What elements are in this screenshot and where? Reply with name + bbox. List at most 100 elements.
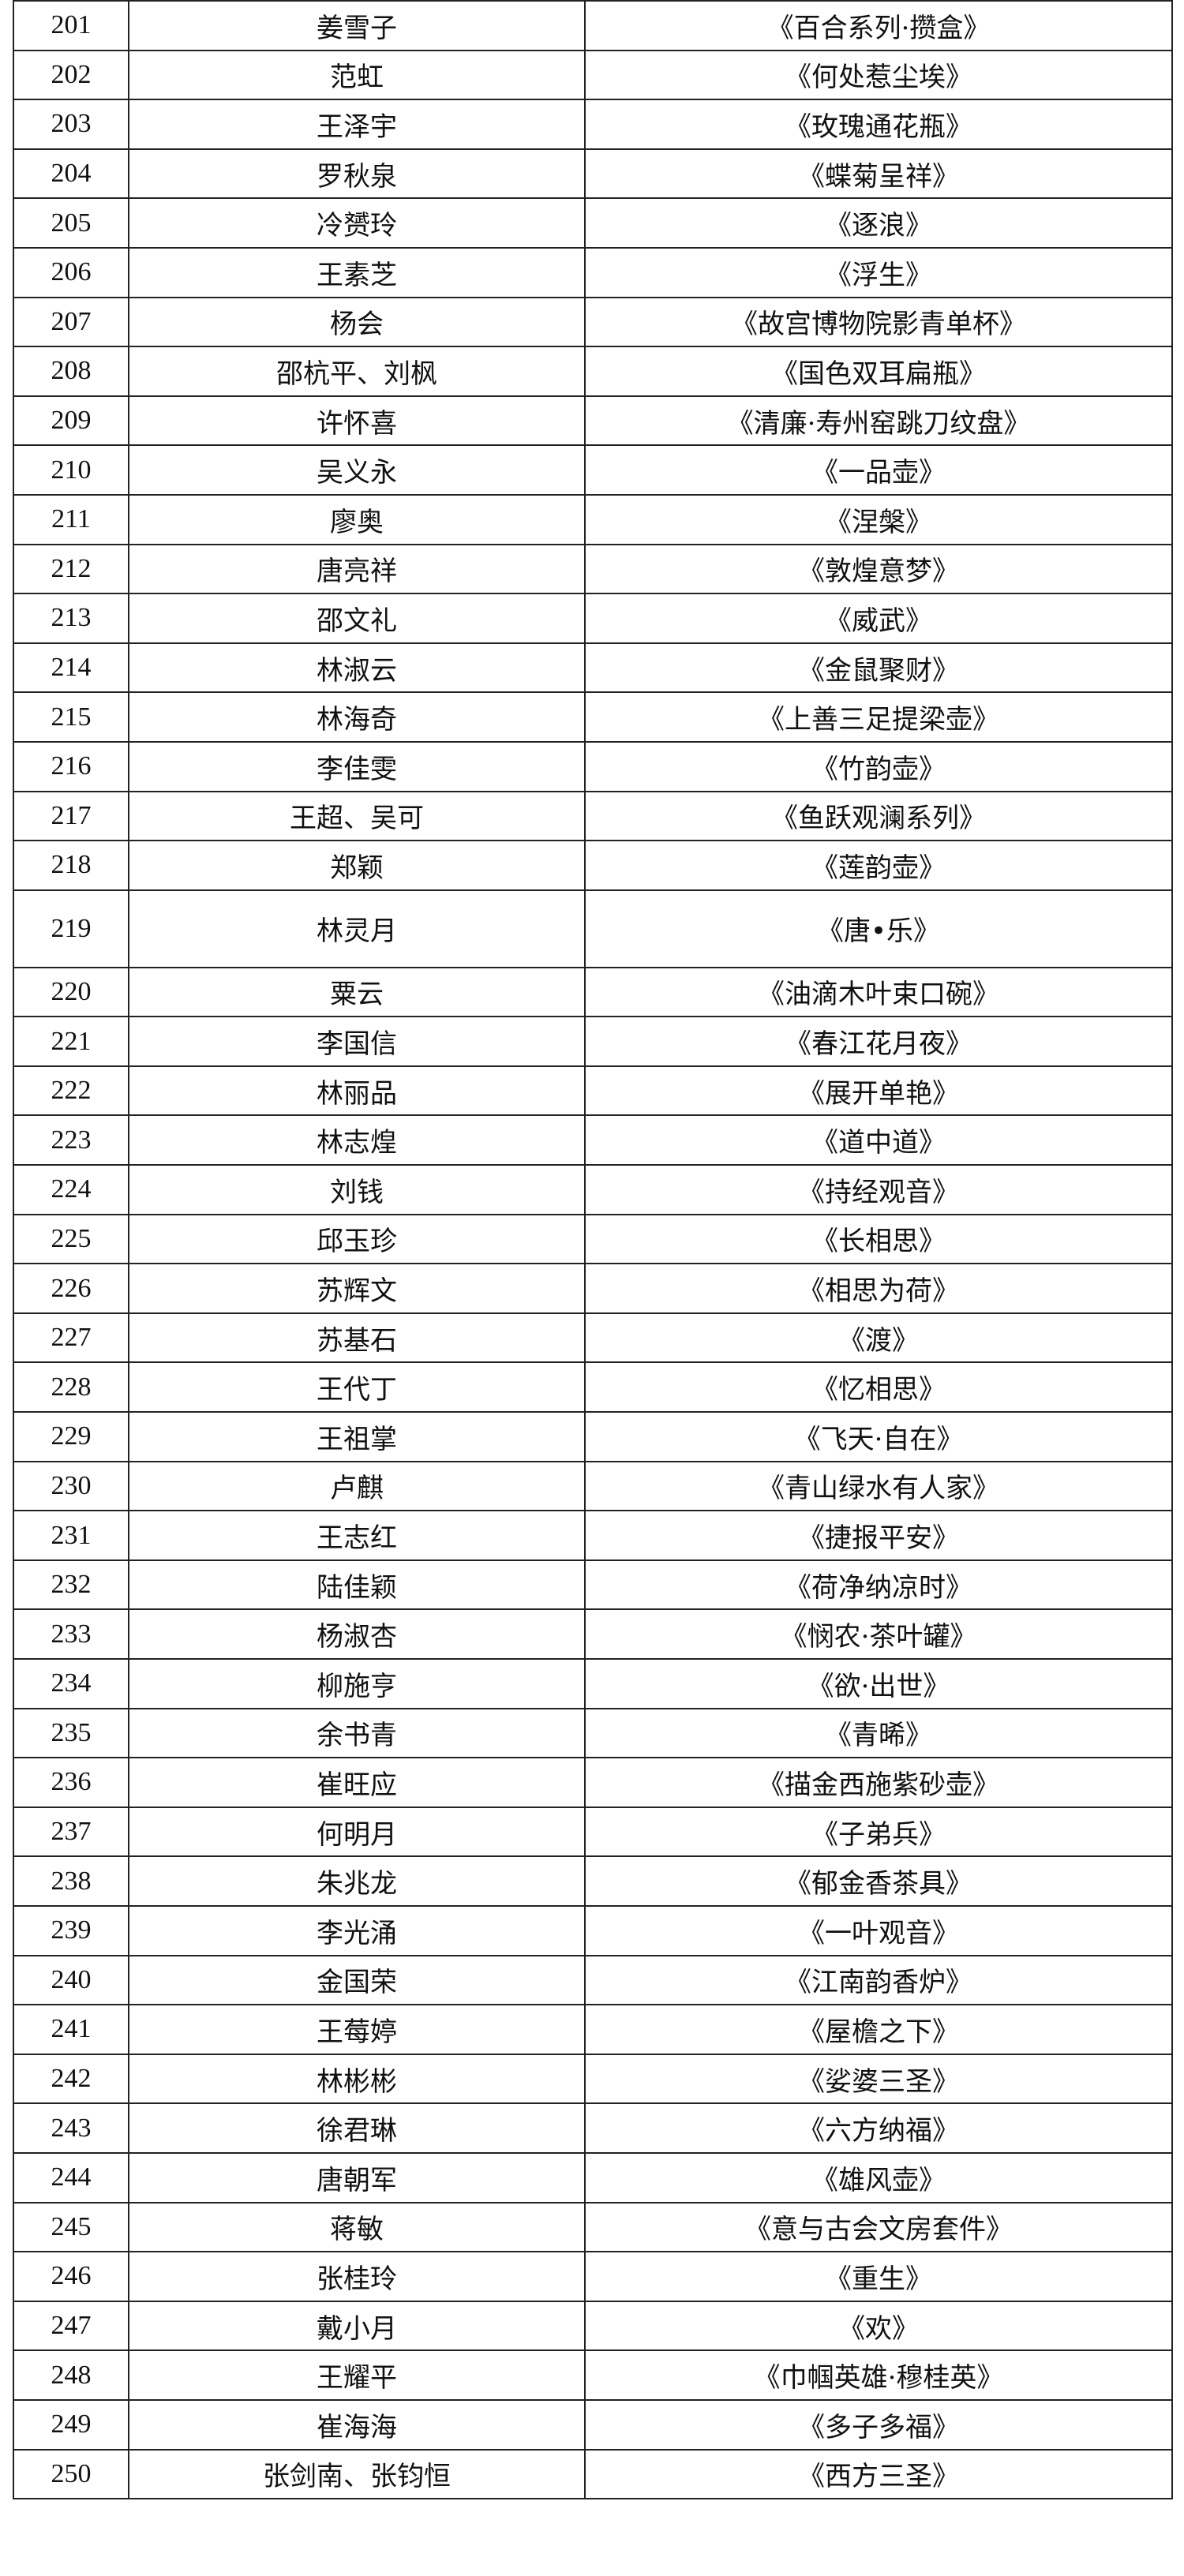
author-name: 林丽品 xyxy=(128,1065,586,1117)
work-title: 《涅槃》 xyxy=(584,493,1173,545)
table-row: 233 杨淑杏 《悯农·茶叶罐》 xyxy=(13,1608,1173,1660)
table-body: 201 姜雪子 《百合系列·攒盒》 202 范虹 《何处惹尘埃》 203 王泽宇 《玫瑰通花瓶》… xyxy=(13,0,1173,2500)
author-name: 张剑南、张钧恒 xyxy=(128,2448,586,2500)
table-row: 216 李佳雯 《竹韵壶》 xyxy=(13,740,1173,792)
table-row: 228 王代丁 《忆相思》 xyxy=(13,1361,1173,1413)
author-name: 李国信 xyxy=(128,1016,586,1067)
author-name: 林志煌 xyxy=(128,1114,586,1166)
work-title: 《描金西施紫砂壶》 xyxy=(584,1757,1173,1808)
row-number: 238 xyxy=(13,1855,129,1907)
row-number: 219 xyxy=(13,889,129,968)
author-name: 苏辉文 xyxy=(128,1263,586,1314)
row-number: 246 xyxy=(13,2251,129,2302)
row-number: 203 xyxy=(13,99,129,150)
table-row: 212 唐亮祥 《敦煌意梦》 xyxy=(13,543,1173,595)
table-row: 206 王素芝 《浮生》 xyxy=(13,246,1173,298)
author-name: 蒋敏 xyxy=(128,2201,586,2253)
row-number: 231 xyxy=(13,1510,129,1561)
author-name: 林彬彬 xyxy=(128,2053,586,2105)
work-title: 《多子多福》 xyxy=(584,2398,1173,2451)
author-name: 卢麒 xyxy=(128,1460,586,1512)
work-title: 《玫瑰通花瓶》 xyxy=(584,99,1173,150)
table-row: 215 林海奇 《上善三足提梁壶》 xyxy=(13,691,1173,743)
table-row: 211 廖奥 《涅槃》 xyxy=(13,493,1173,545)
table-row: 218 郑颖 《莲韵壶》 xyxy=(13,840,1173,891)
row-number: 222 xyxy=(13,1065,129,1117)
author-name: 王代丁 xyxy=(128,1361,586,1413)
author-name: 许怀喜 xyxy=(128,395,586,447)
author-name: 罗秋泉 xyxy=(128,148,586,200)
award-table: 201 姜雪子 《百合系列·攒盒》 202 范虹 《何处惹尘埃》 203 王泽宇 《玫瑰通花瓶》… xyxy=(13,0,1173,2500)
work-title: 《欲·出世》 xyxy=(584,1658,1173,1709)
row-number: 218 xyxy=(13,840,129,891)
table-row: 236 崔旺应 《描金西施紫砂壶》 xyxy=(13,1757,1173,1808)
author-name: 何明月 xyxy=(128,1806,586,1858)
table-row: 219 林灵月 《唐•乐》 xyxy=(13,889,1173,968)
work-title: 《油滴木叶束口碗》 xyxy=(584,966,1173,1018)
row-number: 202 xyxy=(13,49,129,101)
work-title: 《唐•乐》 xyxy=(584,889,1173,968)
work-title: 《渡》 xyxy=(584,1312,1173,1364)
author-name: 崔海海 xyxy=(128,2398,586,2451)
table-row: 213 邵文礼 《威武》 xyxy=(13,593,1173,644)
work-title: 《逐浪》 xyxy=(584,197,1173,249)
row-number: 250 xyxy=(13,2448,129,2500)
table-row: 232 陆佳颖 《荷净纳凉时》 xyxy=(13,1559,1173,1611)
table-row: 250 张剑南、张钧恒 《西方三圣》 xyxy=(13,2448,1173,2500)
author-name: 戴小月 xyxy=(128,2300,586,2352)
work-title: 《金鼠聚财》 xyxy=(584,642,1173,694)
author-name: 邵杭平、刘枫 xyxy=(128,346,586,397)
row-number: 217 xyxy=(13,790,129,842)
work-title: 《长相思》 xyxy=(584,1213,1173,1265)
author-name: 张桂玲 xyxy=(128,2251,586,2302)
table-row: 217 王超、吴可 《鱼跃观澜系列》 xyxy=(13,790,1173,842)
row-number: 216 xyxy=(13,740,129,792)
table-row: 238 朱兆龙 《郁金香茶具》 xyxy=(13,1855,1173,1907)
table-row: 247 戴小月 《欢》 xyxy=(13,2300,1173,2352)
row-number: 241 xyxy=(13,2004,129,2055)
work-title: 《巾帼英雄·穆桂英》 xyxy=(584,2349,1173,2401)
work-title: 《故宫博物院影青单杯》 xyxy=(584,296,1173,348)
table-row: 208 邵杭平、刘枫 《国色双耳扁瓶》 xyxy=(13,346,1173,397)
work-title: 《鱼跃观澜系列》 xyxy=(584,790,1173,842)
table-row: 240 金国荣 《江南韵香炉》 xyxy=(13,1954,1173,2006)
author-name: 杨淑杏 xyxy=(128,1608,586,1660)
work-title: 《莲韵壶》 xyxy=(584,840,1173,891)
work-title: 《郁金香茶具》 xyxy=(584,1855,1173,1907)
row-number: 230 xyxy=(13,1460,129,1512)
author-name: 王耀平 xyxy=(128,2349,586,2401)
table-row: 248 王耀平 《巾帼英雄·穆桂英》 xyxy=(13,2349,1173,2401)
author-name: 王祖掌 xyxy=(128,1411,586,1462)
row-number: 204 xyxy=(13,148,129,200)
table-row: 225 邱玉珍 《长相思》 xyxy=(13,1213,1173,1265)
work-title: 《春江花月夜》 xyxy=(584,1016,1173,1067)
work-title: 《上善三足提梁壶》 xyxy=(584,691,1173,743)
row-number: 208 xyxy=(13,346,129,397)
table-row: 201 姜雪子 《百合系列·攒盒》 xyxy=(13,0,1173,51)
work-title: 《青山绿水有人家》 xyxy=(584,1460,1173,1512)
work-title: 《荷净纳凉时》 xyxy=(584,1559,1173,1611)
row-number: 227 xyxy=(13,1312,129,1364)
table-row: 203 王泽宇 《玫瑰通花瓶》 xyxy=(13,99,1173,150)
row-number: 239 xyxy=(13,1904,129,1956)
work-title: 《雄风壶》 xyxy=(584,2151,1173,2203)
table-row: 209 许怀喜 《清廉·寿州窑跳刀纹盘》 xyxy=(13,395,1173,447)
row-number: 221 xyxy=(13,1016,129,1067)
table-row: 204 罗秋泉 《蝶菊呈祥》 xyxy=(13,148,1173,200)
table-row: 210 吴义永 《一品壶》 xyxy=(13,444,1173,496)
table-row: 235 余书青 《青晞》 xyxy=(13,1707,1173,1759)
row-number: 233 xyxy=(13,1608,129,1660)
work-title: 《展开单艳》 xyxy=(584,1065,1173,1117)
table-row: 220 粟云 《油滴木叶束口碗》 xyxy=(13,966,1173,1018)
author-name: 姜雪子 xyxy=(128,0,586,51)
work-title: 《威武》 xyxy=(584,593,1173,644)
row-number: 225 xyxy=(13,1213,129,1265)
row-number: 224 xyxy=(13,1164,129,1215)
table-row: 242 林彬彬 《娑婆三圣》 xyxy=(13,2053,1173,2105)
author-name: 徐君琳 xyxy=(128,2102,586,2154)
row-number: 214 xyxy=(13,642,129,694)
author-name: 柳施亨 xyxy=(128,1658,586,1709)
row-number: 235 xyxy=(13,1707,129,1759)
row-number: 220 xyxy=(13,966,129,1018)
